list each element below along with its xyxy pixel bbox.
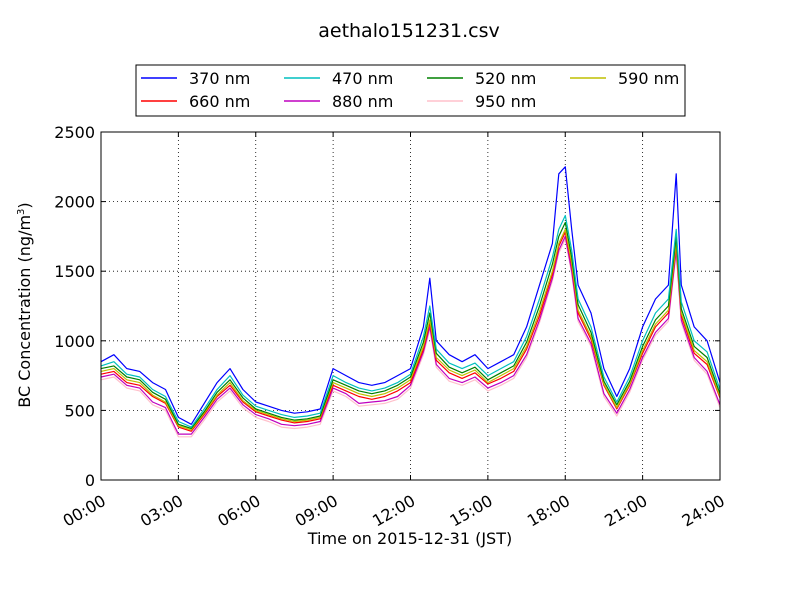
chart-title: aethalo151231.csv [318, 20, 500, 42]
x-tick-label: 21:00 [601, 491, 650, 531]
series-line-660-nm [100, 231, 721, 432]
x-tick-label: 03:00 [137, 491, 186, 531]
legend-box [135, 64, 686, 117]
series-line-370-nm [100, 166, 721, 425]
x-tick-label: 15:00 [446, 491, 495, 531]
legend-label: 470 nm [332, 69, 393, 88]
legend-label: 590 nm [618, 69, 679, 88]
y-tick-label: 2500 [54, 123, 95, 142]
legend-label: 880 nm [332, 92, 393, 111]
y-tick-label: 1000 [54, 332, 95, 351]
legend-label: 520 nm [475, 69, 536, 88]
series-line-590-nm [100, 228, 721, 431]
y-axis-label-sup: 3 [16, 209, 27, 215]
x-tick-label: 00:00 [60, 491, 109, 531]
y-tick-label: 500 [64, 401, 95, 420]
legend-label: 950 nm [475, 92, 536, 111]
x-tick-label: 24:00 [679, 491, 728, 531]
legend-label: 660 nm [189, 92, 250, 111]
legend: 370 nm 470 nm 520 nm 590 nm 660 nm 880 nm 950 … [135, 64, 686, 117]
x-tick-label: 06:00 [214, 491, 263, 531]
x-axis-label: Time on 2015-12-31 (JST) [307, 529, 512, 548]
y-axis-label: BC Concentration (ng/m3) [15, 202, 34, 407]
x-tick-label: 09:00 [292, 491, 341, 531]
y-axis-label-main: BC Concentration (ng/m [15, 215, 34, 408]
series-line-880-nm [100, 235, 721, 435]
legend-label: 370 nm [189, 69, 250, 88]
x-tick-label: 18:00 [524, 491, 573, 531]
y-tick-label: 1500 [54, 262, 95, 281]
series-line-520-nm [100, 221, 721, 430]
series-lines [100, 166, 721, 438]
y-tick-label: 2000 [54, 193, 95, 212]
y-tick-label: 0 [85, 471, 95, 490]
axis-ticks: 0 500 1000 1500 2000 2500 00:00 03:00 06:00 09:00… [54, 123, 728, 531]
y-axis-label-close: ) [15, 202, 34, 208]
x-tick-label: 12:00 [369, 491, 418, 531]
series-line-470-nm [100, 214, 721, 428]
